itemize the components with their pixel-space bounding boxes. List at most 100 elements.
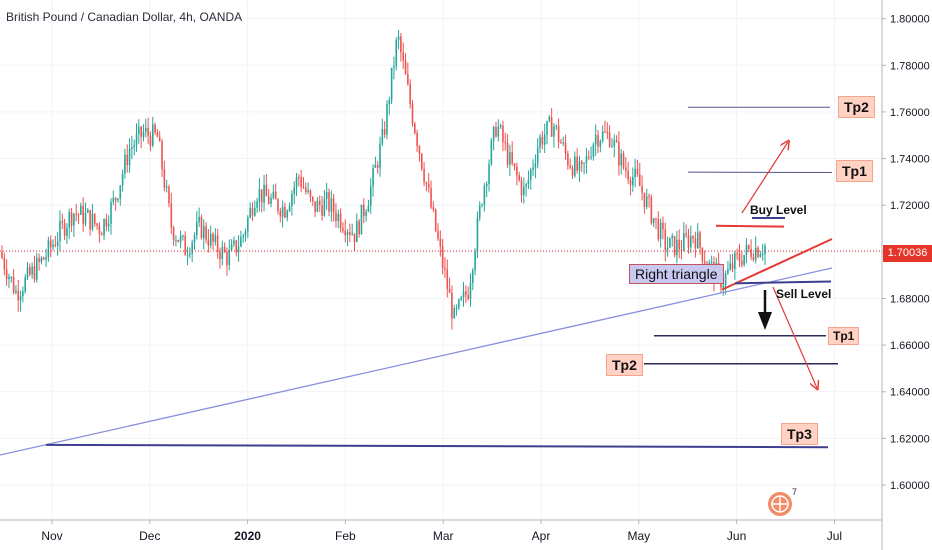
y-tick-label: 1.80000 bbox=[890, 14, 930, 26]
candle-body bbox=[59, 221, 61, 242]
candle-body bbox=[420, 153, 423, 170]
candle-body bbox=[453, 307, 456, 319]
candle-body bbox=[328, 192, 330, 212]
candle-body bbox=[678, 239, 680, 250]
candle-body bbox=[562, 142, 565, 144]
candle-body bbox=[620, 153, 623, 166]
candle-body bbox=[439, 238, 442, 247]
candle-body bbox=[506, 142, 509, 165]
candle-body bbox=[583, 163, 585, 165]
tp3-horizontal-line bbox=[45, 443, 829, 449]
candle-body bbox=[495, 126, 497, 137]
candle-body bbox=[29, 267, 31, 275]
candle-body bbox=[110, 202, 112, 224]
candle-body bbox=[636, 168, 639, 175]
candle-body bbox=[411, 104, 414, 124]
sell-down-arrow-icon bbox=[758, 312, 772, 330]
candle-body bbox=[736, 253, 738, 255]
candle-body bbox=[687, 235, 690, 248]
candle-body bbox=[585, 156, 588, 164]
candle-body bbox=[186, 255, 189, 257]
candle-body bbox=[513, 163, 516, 167]
candle-body bbox=[518, 175, 520, 181]
candle-body bbox=[643, 192, 646, 207]
candle-body bbox=[140, 126, 142, 137]
candle-body bbox=[469, 282, 472, 299]
candle-body bbox=[52, 244, 54, 248]
candle-body bbox=[597, 134, 599, 147]
candle-body bbox=[541, 136, 544, 145]
candle-body bbox=[237, 246, 240, 253]
candle-body bbox=[26, 267, 29, 278]
candle-body bbox=[8, 276, 10, 279]
candle-body bbox=[645, 196, 648, 207]
y-tick-label: 1.78000 bbox=[890, 60, 930, 72]
candle-body bbox=[671, 235, 674, 238]
candle-body bbox=[365, 211, 367, 217]
candle-body bbox=[182, 235, 184, 237]
candle-body bbox=[198, 216, 200, 223]
candle-body bbox=[557, 125, 560, 143]
candle-body bbox=[685, 233, 687, 236]
candle-body bbox=[12, 276, 15, 293]
candle-body bbox=[346, 231, 349, 236]
candle-body bbox=[128, 148, 131, 165]
candle-body bbox=[49, 240, 52, 248]
candle-body bbox=[497, 126, 500, 137]
candle-body bbox=[314, 201, 316, 212]
candle-body bbox=[613, 140, 616, 147]
price-axis[interactable]: 1.80000 1.78000 1.76000 1.74000 1.72000 1.700… bbox=[881, 0, 930, 550]
candle-body bbox=[5, 269, 8, 279]
candle-body bbox=[580, 161, 583, 164]
candle-body bbox=[105, 219, 108, 227]
candle-body bbox=[534, 163, 537, 168]
candle-body bbox=[745, 245, 748, 255]
candle-body bbox=[100, 233, 103, 236]
candle-body bbox=[509, 152, 511, 165]
candle-body bbox=[657, 218, 660, 240]
candle-body bbox=[24, 277, 26, 292]
buy-tp2-label: Tp2 bbox=[838, 96, 875, 118]
candle-body bbox=[274, 191, 277, 200]
candle-body bbox=[418, 146, 421, 154]
candle-body bbox=[759, 254, 762, 257]
candle-body bbox=[15, 290, 17, 293]
candle-body bbox=[703, 261, 706, 264]
candle-body bbox=[351, 233, 353, 235]
candle-body bbox=[741, 261, 743, 265]
drawing-overlays bbox=[0, 106, 882, 456]
candle-body bbox=[356, 221, 358, 243]
y-tick-label: 1.64000 bbox=[890, 387, 930, 399]
candle-body bbox=[10, 276, 13, 278]
candle-body bbox=[184, 235, 187, 256]
candle-body bbox=[427, 184, 430, 188]
candle-body bbox=[147, 127, 149, 136]
candle-body bbox=[330, 198, 333, 212]
candle-body bbox=[536, 147, 539, 164]
candle-body bbox=[33, 266, 36, 280]
candle-body bbox=[604, 131, 606, 133]
candle-body bbox=[750, 248, 752, 257]
candle-body bbox=[659, 222, 662, 240]
candle-body bbox=[119, 185, 122, 199]
candle-body bbox=[144, 127, 147, 132]
x-tick-label: Mar bbox=[433, 529, 454, 543]
y-tick-label: 1.62000 bbox=[890, 433, 930, 445]
candle-body bbox=[103, 219, 105, 236]
candle-body bbox=[126, 154, 129, 165]
candle-body bbox=[666, 247, 669, 250]
candle-body bbox=[247, 217, 249, 232]
candle-body bbox=[734, 253, 736, 269]
candle-body bbox=[754, 247, 757, 261]
candle-body bbox=[606, 131, 609, 133]
candle-body bbox=[527, 179, 530, 185]
candle-body bbox=[202, 226, 205, 238]
candle-body bbox=[98, 225, 101, 234]
triangle-rising-line bbox=[721, 238, 833, 291]
candle-body bbox=[379, 143, 381, 168]
triangle-top-line bbox=[715, 224, 785, 228]
candle-body bbox=[655, 218, 657, 220]
candle-body bbox=[337, 213, 340, 221]
x-tick-label: Jul bbox=[827, 529, 842, 543]
time-axis[interactable]: Nov Dec 2020 Feb Mar Apr May Jun Jul bbox=[0, 519, 882, 543]
